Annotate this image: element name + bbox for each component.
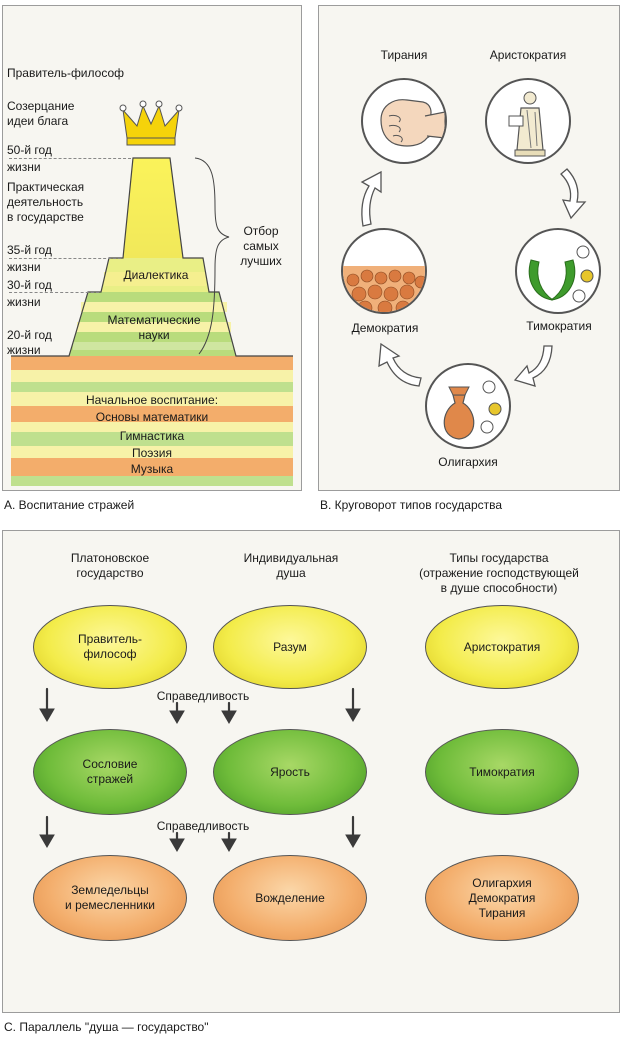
base-stripe xyxy=(11,382,293,392)
oval-oligarchy-democracy-tyranny: Олигархия Демократия Тирания xyxy=(425,855,579,941)
panel-cycle-of-states: Тирания Аристократия Тимократия xyxy=(318,5,620,491)
oval-timocracy: Тимократия xyxy=(425,729,579,815)
money-bag-icon xyxy=(443,380,502,440)
down-arrows xyxy=(39,687,361,852)
math-sciences-label: Математические науки xyxy=(107,313,201,342)
philosopher-statue-icon xyxy=(508,91,546,157)
arrow-down-icon xyxy=(221,701,237,724)
level-year20-label: 20-й год жизни xyxy=(7,328,52,357)
base-item: Музыка xyxy=(130,462,174,476)
base-item: Основы математики xyxy=(95,410,209,424)
justice-label: Справедливость xyxy=(156,819,250,833)
arrow-democracy-to-tyranny xyxy=(360,170,382,227)
aristocracy-label: Аристократия xyxy=(489,48,567,62)
panel-soul-state-parallel: Платоновское государство Индивидуальная … xyxy=(2,530,620,1013)
oval-farmers-artisans: Земледельцы и ремесленники xyxy=(33,855,187,941)
header-types: Типы государства (отражение господствующ… xyxy=(419,551,579,595)
base-stripe xyxy=(11,476,293,486)
arrow-down-icon xyxy=(345,815,361,848)
crowd-icon xyxy=(343,266,425,312)
oval-guardians: Сословие стражей xyxy=(33,729,187,815)
tyranny-label: Тирания xyxy=(380,48,428,62)
level-contemplation-label: Созерцание идеи блага xyxy=(7,99,75,128)
base-stripe xyxy=(11,458,293,476)
base-stripe xyxy=(11,446,293,458)
level-ruler-label: Правитель-философ xyxy=(7,66,125,80)
aristocracy-circle xyxy=(485,78,571,164)
arrow-down-icon xyxy=(39,687,55,722)
fist-icon xyxy=(380,99,445,147)
laurel-wreath-icon xyxy=(528,245,594,303)
base-stripe xyxy=(11,392,293,406)
caption-panel-b: В. Круговорот типов государства xyxy=(320,498,503,512)
guide-line-30 xyxy=(9,292,99,293)
level-practical-label: Практическая деятельность в государстве xyxy=(7,180,85,224)
oval-spirit: Ярость xyxy=(213,729,367,815)
level-year30-label: 30-й год жизни xyxy=(7,278,52,309)
guide-line-35 xyxy=(9,258,121,259)
arrow-down-icon xyxy=(39,815,55,848)
oval-ruler-philosopher: Правитель- философ xyxy=(33,605,187,689)
arrow-down-icon xyxy=(345,687,361,722)
header-state: Платоновское государство xyxy=(70,551,150,580)
arrow-down-icon xyxy=(169,831,185,852)
caption-panel-a: А. Воспитание стражей xyxy=(4,498,135,512)
oligarchy-circle xyxy=(425,363,511,449)
justice-label: Справедливость xyxy=(156,689,250,703)
base-stripe xyxy=(11,406,293,422)
base-item: Поэзия xyxy=(132,446,172,460)
cycle-arrows xyxy=(360,168,587,387)
democracy-circle xyxy=(341,228,427,314)
oval-reason: Разум xyxy=(213,605,367,689)
timocracy-circle xyxy=(515,228,601,314)
arrow-timocracy-to-oligarchy xyxy=(513,345,553,387)
panel-education-of-guardians: Правитель-философ Созерцание идеи блага … xyxy=(2,5,302,491)
base-title: Начальное воспитание: xyxy=(85,393,219,407)
arrow-down-icon xyxy=(221,831,237,852)
arrow-down-icon xyxy=(169,701,185,724)
arrow-oligarchy-to-democracy xyxy=(378,342,422,387)
caption-panel-c: С. Параллель "душа — государство" xyxy=(4,1020,209,1034)
oval-desire: Вожделение xyxy=(213,855,367,941)
oval-aristocracy: Аристократия xyxy=(425,605,579,689)
arrow-aristocracy-to-timocracy xyxy=(560,168,587,220)
base-stripe xyxy=(11,422,293,432)
pyramid-shape xyxy=(11,157,293,357)
level-year35-label: 35-й год жизни xyxy=(7,243,52,274)
base-item: Гимнастика xyxy=(119,429,185,443)
crown-icon xyxy=(119,100,183,146)
base-stripe xyxy=(11,370,293,382)
base-stripe xyxy=(11,432,293,446)
level-year50-label: 50-й год жизни xyxy=(7,143,52,174)
tyranny-circle xyxy=(361,78,447,164)
guide-line-50 xyxy=(9,158,131,159)
header-soul: Индивидуальная душа xyxy=(243,551,339,580)
democracy-label: Демократия xyxy=(351,321,419,335)
oligarchy-label: Олигархия xyxy=(438,455,498,469)
timocracy-label: Тимократия xyxy=(526,319,592,333)
dialectics-label: Диалектика xyxy=(123,268,189,282)
selection-label: Отбор самых лучших xyxy=(240,224,282,268)
base-stripe xyxy=(11,356,293,370)
